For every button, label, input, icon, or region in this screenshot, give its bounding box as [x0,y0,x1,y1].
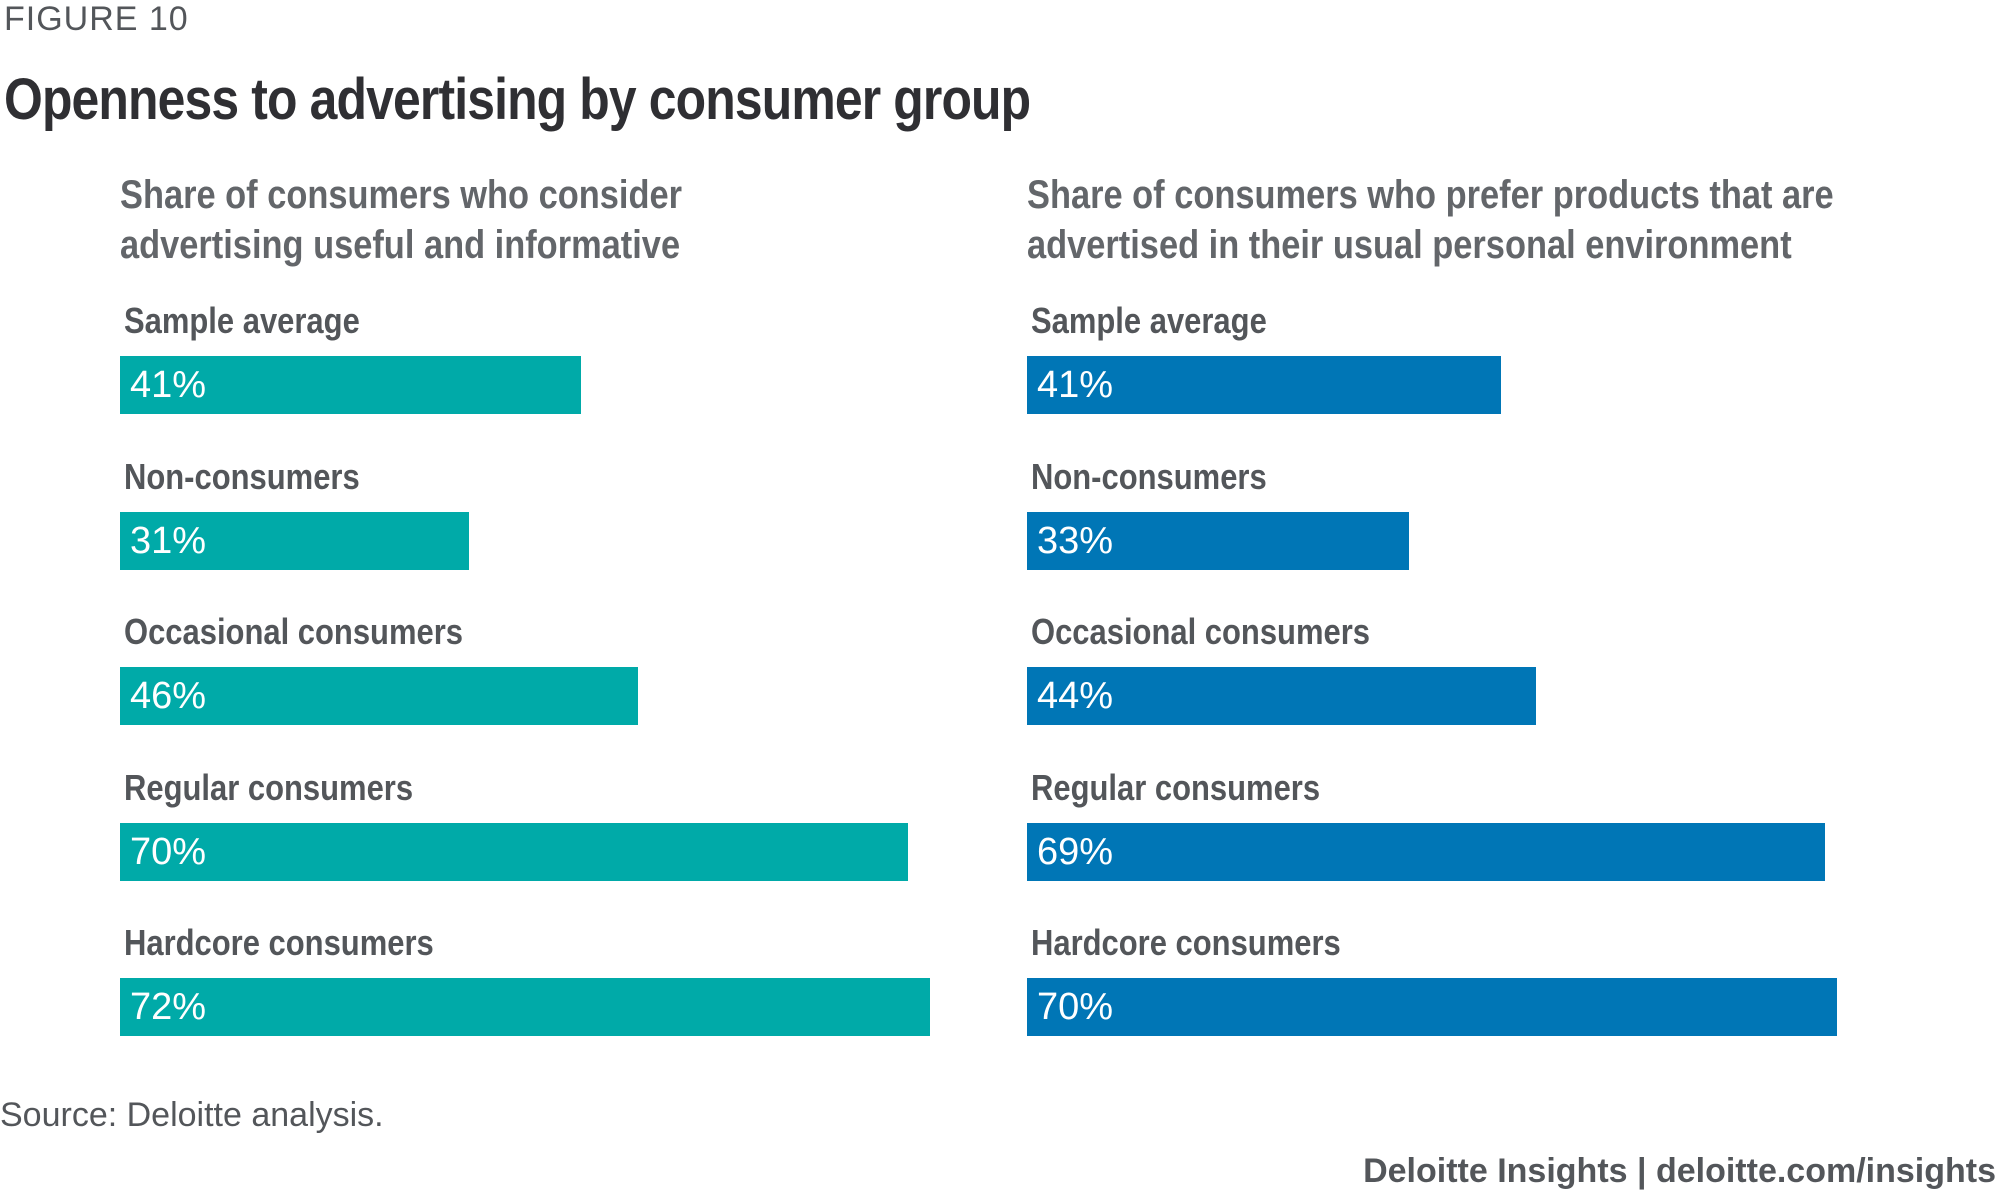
category-label: Regular consumers [124,766,414,808]
right-chart-subtitle-line: advertised in their usual personal envir… [1027,223,1792,267]
left-bar-chart: Share of consumers who consider advertis… [120,170,1020,1050]
category-label: Occasional consumers [1031,611,1370,652]
bar-value-label: 41% [130,364,207,406]
left-chart-subtitle: Share of consumers who consider advertis… [120,170,1014,270]
category-label: Hardcore consumers [124,922,434,963]
right-bar-sample-average: 41% [1027,356,1502,414]
right-bar-chart: Share of consumers who prefer products t… [1027,170,1927,1050]
category-label: Sample average [124,300,360,341]
right-chart-subtitle-line: Share of consumers who prefer products t… [1027,173,1834,217]
left-chart-row: Regular consumers 70% [120,767,1020,917]
bar-value-label: 33% [1037,519,1114,562]
category-label: Non-consumers [124,455,360,497]
bar-value-label: 72% [130,986,207,1028]
right-chart-row: Sample average 41% [1027,300,1927,450]
source-note: Source: Deloitte analysis. [0,1096,384,1134]
footer-branding: Deloitte Insights | deloitte.com/insight… [1363,1152,1996,1190]
right-chart-row: Occasional consumers 44% [1027,611,1927,761]
left-chart-row: Occasional consumers 46% [120,611,1020,761]
right-bar-non-consumers: 33% [1027,511,1409,570]
category-label: Sample average [1031,300,1267,341]
right-bar-occasional-consumers: 44% [1027,667,1537,725]
category-label: Occasional consumers [124,611,463,652]
bar-value-label: 70% [1037,986,1114,1028]
right-chart-subtitle: Share of consumers who prefer products t… [1027,170,1921,270]
right-bar-hardcore-consumers: 70% [1027,978,1837,1036]
right-chart-row: Regular consumers 69% [1027,767,1927,917]
right-bar-regular-consumers: 69% [1027,822,1826,881]
right-chart-row: Hardcore consumers 70% [1027,922,1927,1072]
left-chart-row: Sample average 41% [120,300,1020,450]
left-chart-row: Hardcore consumers 72% [120,922,1020,1072]
category-label: Hardcore consumers [1031,922,1341,963]
left-bar-regular-consumers: 70% [120,822,908,881]
left-bar-non-consumers: 31% [120,511,469,570]
bar-value-label: 69% [1037,830,1114,873]
bar-value-label: 70% [130,830,207,873]
bar-value-label: 46% [130,675,207,717]
bar-value-label: 44% [1037,675,1114,717]
bar-value-label: 31% [130,519,207,562]
category-label: Non-consumers [1031,455,1267,497]
category-label: Regular consumers [1031,766,1321,808]
left-bar-sample-average: 41% [120,356,582,414]
left-bar-occasional-consumers: 46% [120,667,638,725]
left-chart-subtitle-line: Share of consumers who consider [120,173,683,217]
chart-title: Openness to advertising by consumer grou… [4,67,1031,132]
left-chart-row: Non-consumers 31% [120,456,1020,606]
left-bar-hardcore-consumers: 72% [120,978,930,1036]
right-chart-row: Non-consumers 33% [1027,456,1927,606]
left-chart-subtitle-line: advertising useful and informative [120,223,681,267]
figure-label: FIGURE 10 [4,0,189,38]
bar-value-label: 41% [1037,364,1114,406]
